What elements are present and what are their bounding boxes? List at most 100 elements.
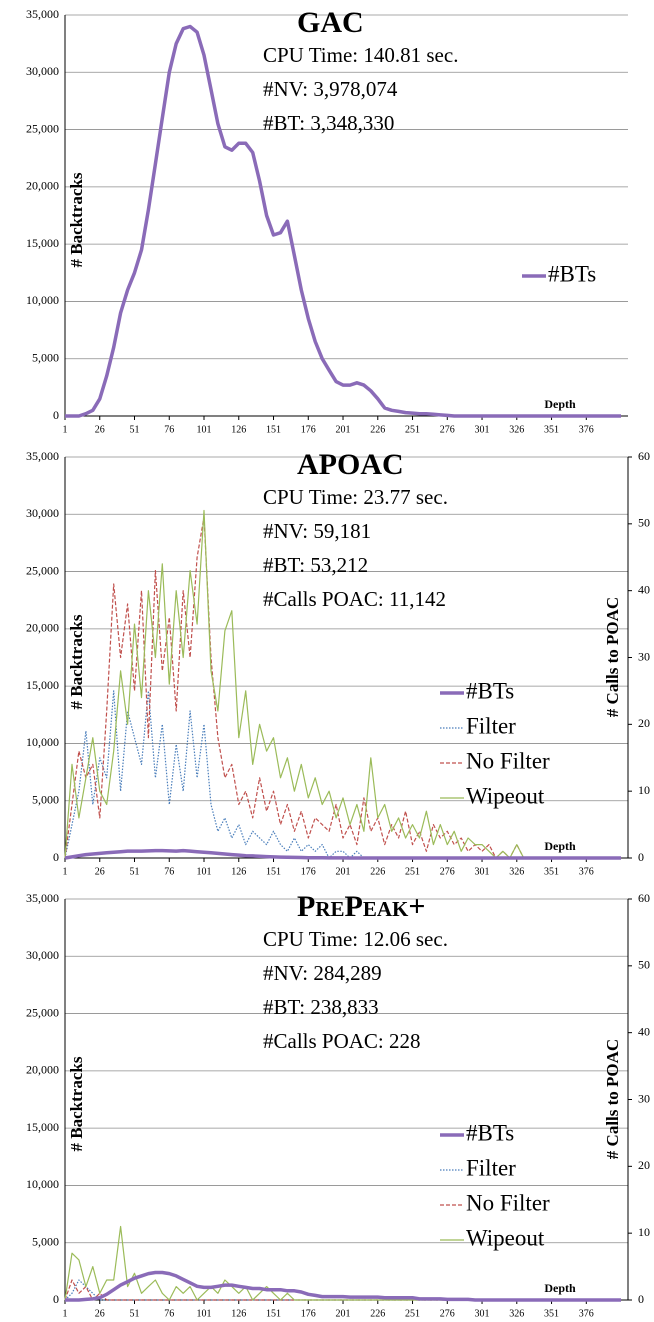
x-tick-label: 101 [197,866,212,877]
y2-tick-label: 30 [638,649,650,663]
series-line [64,848,621,860]
x-tick-label: 251 [405,424,420,435]
x-tick-label: 326 [509,1308,524,1319]
y-tick-label: 25,000 [26,1005,59,1019]
x-tick-label: 351 [544,866,559,877]
x-tick-label: 276 [440,866,455,877]
x-tick-label: 51 [130,866,140,877]
x-tick-label: 376 [579,424,594,435]
x-tick-label: 226 [370,1308,385,1319]
annotation: #NV: 3,978,074 [263,77,398,101]
y2-tick-label: 40 [638,582,650,596]
x-tick-label: 301 [475,424,490,435]
y2-tick-label: 10 [638,1225,650,1239]
y-tick-label: 5,000 [32,792,59,806]
x-tick-label: 201 [336,866,351,877]
annotation: #BT: 3,348,330 [263,111,394,135]
chart-title: APOAC [297,448,404,481]
x-tick-label: 76 [164,866,174,877]
y-tick-label: 30,000 [26,506,59,520]
y2-tick-label: 10 [638,783,650,797]
y-tick-label: 25,000 [26,121,59,135]
y2-tick-label: 40 [638,1024,650,1038]
y2-tick-label: 50 [638,516,650,530]
y-tick-label: 0 [53,1292,59,1306]
y-tick-label: 20,000 [26,179,59,193]
x-tick-label: 326 [509,866,524,877]
series-line [64,690,621,859]
x-tick-label: 176 [301,424,316,435]
y-tick-label: 35,000 [26,891,59,905]
x-tick-label: 76 [164,424,174,435]
x-tick-label: 226 [370,424,385,435]
y-tick-label: 15,000 [26,236,59,250]
y2-axis-label: # Calls to POAC [603,1039,622,1159]
x-tick-label: 376 [579,1308,594,1319]
x-tick-label: 351 [544,1308,559,1319]
x-tick-label: 301 [475,866,490,877]
x-tick-label: 251 [405,866,420,877]
y-tick-label: 30,000 [26,948,59,962]
legend-label: #BTs [466,678,514,703]
x-tick-label: 251 [405,1308,420,1319]
y2-tick-label: 20 [638,716,650,730]
x-tick-label: 201 [336,424,351,435]
annotation: #BT: 238,833 [263,995,379,1019]
x-tick-label: 301 [475,1308,490,1319]
x-tick-label: 176 [301,866,316,877]
x-tick-label: 151 [266,1308,281,1319]
x-tick-label: 326 [509,424,524,435]
legend-label: Filter [466,1155,516,1180]
series-line [65,24,621,418]
y2-axis-label: # Calls to POAC [603,597,622,717]
x-tick-label: 226 [370,866,385,877]
x-tick-label: 126 [231,866,246,877]
y-axis-label: # Backtracks [67,1056,86,1151]
y2-tick-label: 0 [638,1292,644,1306]
x-tick-label: 151 [266,424,281,435]
annotation: #Calls POAC: 228 [263,1029,421,1053]
y-tick-label: 20,000 [26,621,59,635]
x-tick-label: 351 [544,424,559,435]
annotation: #Calls POAC: 11,142 [263,587,446,611]
x-tick-label: 126 [231,424,246,435]
y-tick-label: 10,000 [26,293,59,307]
y2-tick-label: 60 [638,891,650,905]
y-tick-label: 10,000 [26,735,59,749]
y-tick-label: 15,000 [26,1120,59,1134]
x-tick-label: 151 [266,866,281,877]
y-tick-label: 30,000 [26,64,59,78]
annotation: #NV: 284,289 [263,961,382,985]
legend-label: #BTs [548,261,596,286]
x-tick-label: 276 [440,424,455,435]
y-tick-label: 15,000 [26,678,59,692]
legend-label: Filter [466,713,516,738]
x-tick-label: 26 [95,866,105,877]
annotation: CPU Time: 140.81 sec. [263,43,458,67]
annotation: CPU Time: 12.06 sec. [263,927,448,951]
y-axis-label: # Backtracks [67,614,86,709]
legend-label: Wipeout [466,783,545,808]
y2-tick-label: 0 [638,850,644,864]
y-tick-label: 0 [53,850,59,864]
y-tick-label: 25,000 [26,563,59,577]
legend-label: No Filter [466,1190,550,1215]
y-tick-label: 10,000 [26,1177,59,1191]
x-tick-label: 126 [231,1308,246,1319]
y2-tick-label: 60 [638,449,650,463]
y-tick-label: 5,000 [32,350,59,364]
y-axis-label: # Backtracks [67,172,86,267]
y-tick-label: 20,000 [26,1063,59,1077]
x-tick-label: 26 [95,424,105,435]
legend-label: No Filter [466,748,550,773]
chart-title: GAC [297,6,364,39]
y-tick-label: 0 [53,408,59,422]
x-axis-label: Depth [544,839,576,853]
legend-label: Wipeout [466,1225,545,1250]
series-line [65,1270,621,1302]
x-tick-label: 76 [164,1308,174,1319]
chart-title: PrePeak+ [297,890,425,923]
y-tick-label: 35,000 [26,7,59,21]
